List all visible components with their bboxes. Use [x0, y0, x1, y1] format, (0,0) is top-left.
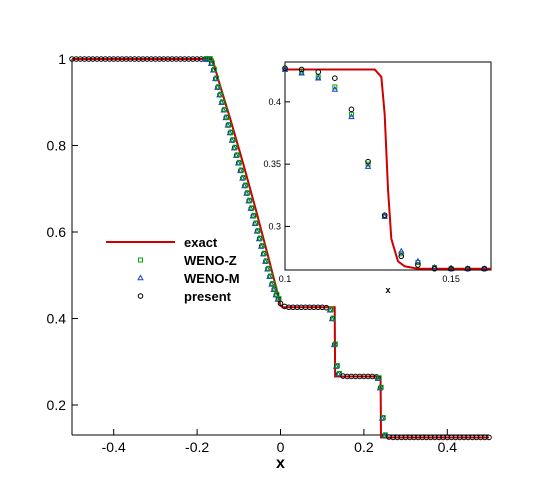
marker-weno-z	[228, 129, 234, 135]
marker-weno-z	[220, 99, 226, 105]
inset-marker-present	[448, 265, 454, 272]
marker-weno-z	[213, 75, 219, 81]
marker-weno-z	[276, 296, 282, 302]
marker-weno-z	[330, 315, 336, 321]
legend-weno-z-label: WENO-Z	[184, 253, 237, 268]
marker-weno-z	[253, 220, 259, 226]
inset-marker-present	[365, 158, 371, 165]
marker-weno-z	[247, 197, 253, 203]
marker-weno-z	[376, 375, 382, 381]
inset-marker-weno-z	[398, 251, 404, 257]
marker-weno-z	[264, 258, 270, 264]
y-tick-label: 0.6	[47, 224, 67, 240]
inset-plot: 0.1 0.15 0.3 0.35 0.4 x	[263, 61, 492, 295]
inset-marker-weno-m	[381, 212, 388, 219]
legend: exact WENO-Z WENO-M present	[106, 235, 240, 304]
marker-weno-z	[261, 250, 267, 256]
marker-weno-z	[257, 235, 263, 241]
marker-weno-z	[218, 91, 224, 97]
marker-weno-z	[380, 415, 386, 421]
inset-marker-present	[431, 265, 438, 272]
inset-marker-present	[315, 69, 322, 75]
inset-marker-present	[464, 265, 471, 272]
inset-marker-weno-m	[364, 162, 372, 169]
marker-weno-z	[230, 137, 236, 143]
marker-weno-z	[268, 273, 274, 279]
inset-marker-weno-z	[348, 111, 354, 117]
inset-marker-weno-m	[348, 113, 355, 120]
main-plot: -0.4 -0.2 0 0.2 0.4 0.2 0.4 0.6 0.8 1 x	[47, 51, 492, 472]
marker-weno-z	[243, 182, 249, 188]
marker-weno-z	[224, 114, 230, 120]
marker-weno-z	[236, 159, 242, 165]
x-tick-label: -0.2	[185, 439, 209, 455]
inset-frame	[284, 61, 492, 271]
inset-x-axis-label: x	[385, 285, 390, 295]
marker-present	[486, 434, 492, 441]
inset-marker-present	[481, 265, 488, 272]
y-tick-label: 0.2	[47, 397, 67, 413]
inset-marker-weno-m	[398, 247, 405, 254]
marker-weno-z	[241, 175, 247, 181]
marker-weno-z	[226, 122, 232, 128]
inset-marker-present	[398, 253, 405, 260]
marker-weno-z	[222, 106, 228, 112]
y-tick-label: 1	[58, 51, 66, 67]
marker-weno-z	[234, 152, 240, 158]
marker-weno-z	[259, 243, 265, 249]
x-tick-label: 0	[277, 439, 285, 455]
inset-marker-weno-z	[365, 161, 371, 167]
y-tick-label: 0.8	[47, 138, 67, 154]
legend-exact-label: exact	[184, 235, 218, 250]
marker-weno-z	[249, 205, 255, 211]
x-tick-label: -0.4	[102, 439, 126, 455]
inset-marker-weno-m	[281, 65, 289, 72]
inset-marker-present	[282, 65, 288, 72]
legend-present-label: present	[184, 289, 232, 304]
marker-weno-z	[255, 228, 261, 234]
marker-weno-z	[334, 363, 340, 369]
inset-y-tick-label: 0.35	[263, 159, 281, 169]
inset-marker-weno-z	[332, 84, 338, 90]
inset-y-tick-label: 0.3	[268, 221, 281, 231]
x-tick-label: 0.2	[354, 439, 374, 455]
legend-present-swatch	[137, 293, 144, 299]
inset-marker-weno-m	[331, 85, 339, 92]
inset-marker-present	[381, 212, 388, 218]
marker-present	[277, 300, 284, 307]
marker-weno-z	[232, 144, 238, 150]
marker-weno-z	[332, 341, 338, 347]
marker-weno-z	[378, 384, 384, 390]
marker-weno-z	[270, 281, 276, 286]
inset-x-tick-label: 0.15	[442, 274, 460, 284]
marker-weno-z	[328, 306, 334, 312]
inset-marker-present	[332, 75, 338, 81]
marker-weno-z	[209, 60, 215, 66]
inset-marker-present	[298, 66, 305, 73]
marker-weno-z	[251, 212, 257, 218]
marker-weno-z	[245, 190, 251, 196]
inset-marker-weno-m	[298, 69, 305, 76]
inset-x-tick-label: 0.1	[279, 274, 292, 284]
legend-weno-m-label: WENO-M	[184, 271, 240, 286]
marker-weno-z	[336, 370, 342, 376]
marker-weno-z	[216, 84, 222, 90]
legend-weno-z-swatch	[138, 257, 143, 263]
marker-weno-z	[211, 66, 217, 72]
marker-weno-z	[266, 265, 272, 271]
marker-weno-z	[238, 167, 244, 173]
inset-marker-weno-m	[314, 74, 322, 81]
inset-y-tick-label: 0.4	[268, 97, 281, 107]
y-tick-label: 0.4	[47, 311, 67, 327]
x-axis-label: x	[276, 455, 285, 472]
legend-weno-m-swatch	[137, 274, 144, 281]
inset-marker-present	[348, 106, 355, 113]
inset-marker-present	[415, 262, 421, 268]
inset-series-exact-line	[285, 68, 491, 270]
marker-weno-z	[272, 286, 278, 292]
x-tick-label: 0.4	[438, 439, 458, 455]
